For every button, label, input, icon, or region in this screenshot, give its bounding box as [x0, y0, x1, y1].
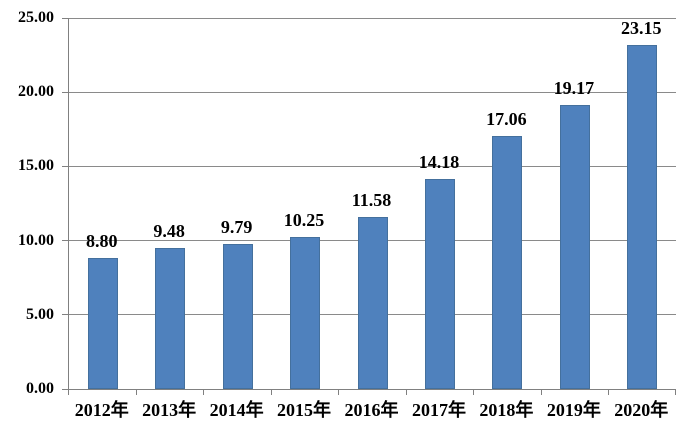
x-axis-tick [540, 389, 542, 395]
gridline [69, 165, 676, 167]
x-axis-tick [405, 389, 407, 395]
bar-2014年 [222, 243, 253, 389]
gridline [69, 18, 676, 19]
x-axis-tick [68, 389, 69, 395]
bar-value-label: 11.58 [351, 190, 392, 211]
y-axis-tick-label: 15.00 [18, 157, 54, 175]
bar-2018年 [492, 135, 523, 389]
bar-value-label: 10.25 [283, 209, 325, 230]
bar-value-label: 17.06 [486, 108, 527, 129]
x-axis-tick [270, 389, 272, 395]
y-axis-tick [62, 91, 69, 93]
y-axis-tick-label: 25.00 [18, 9, 54, 26]
x-axis-tick [608, 389, 610, 395]
bar-value-label: 23.15 [621, 18, 662, 39]
y-axis-tick [62, 240, 69, 242]
y-axis-tick [62, 314, 69, 316]
y-axis-tick [62, 18, 69, 19]
x-axis-tick-label: 2014年 [209, 400, 264, 420]
y-axis-tick-label: 20.00 [18, 83, 54, 101]
x-axis-tick-label: 2020年 [614, 400, 669, 420]
x-axis-tick-label: 2012年 [74, 400, 129, 420]
bar-2017年 [424, 178, 455, 389]
x-axis-tick-label: 2013年 [142, 400, 197, 420]
bar-value-label: 9.79 [220, 216, 253, 237]
x-axis-tick-label: 2017年 [411, 400, 466, 420]
y-axis-tick-label: 0.00 [26, 380, 54, 397]
y-axis-tick-label: 10.00 [18, 231, 54, 249]
bar-2020年 [627, 45, 658, 389]
x-axis-tick [203, 389, 205, 395]
x-axis-tick-label: 2018年 [479, 400, 534, 420]
x-axis-tick-label: 2015年 [277, 400, 332, 420]
bar-2013年 [155, 248, 186, 389]
bar-value-label: 8.80 [85, 231, 118, 252]
bar-value-label: 14.18 [418, 151, 460, 172]
bar-2012年 [87, 258, 118, 389]
x-axis-tick-label: 2016年 [344, 400, 399, 420]
y-axis-tick-label: 5.00 [26, 305, 54, 323]
bar-2015年 [290, 236, 321, 389]
bar-2019年 [559, 104, 590, 389]
bar-2016年 [357, 217, 388, 389]
gridline [69, 91, 676, 93]
x-axis-tick-label: 2019年 [546, 400, 601, 420]
x-axis-tick [473, 389, 475, 395]
y-axis-tick [62, 165, 69, 167]
bar-value-label: 9.48 [153, 221, 185, 242]
bar-value-label: 19.17 [553, 77, 595, 98]
plot-area [62, 18, 676, 395]
x-axis-tick [338, 389, 340, 395]
x-axis-tick [675, 389, 676, 395]
y-axis-tick [62, 388, 69, 390]
x-axis-tick [135, 389, 137, 395]
